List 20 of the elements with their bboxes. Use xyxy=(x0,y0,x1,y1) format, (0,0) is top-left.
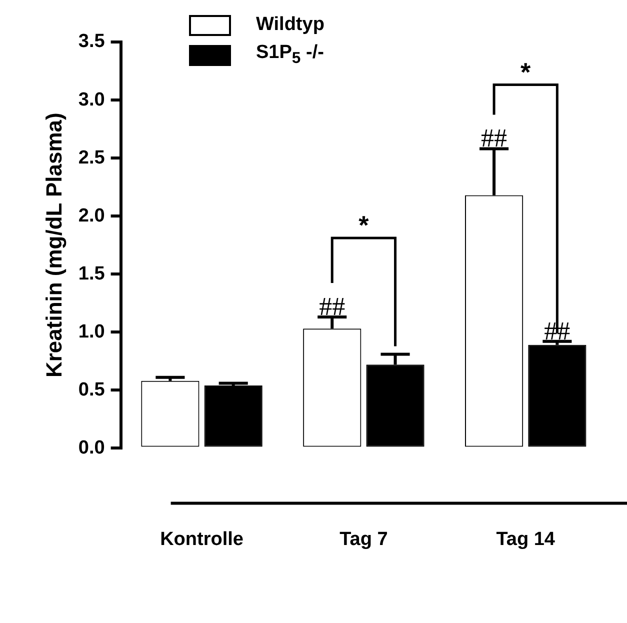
y-tick-label: 3.0 xyxy=(78,89,105,110)
legend-label: Wildtyp xyxy=(256,14,324,36)
annotation: * xyxy=(520,56,532,87)
bar xyxy=(204,386,262,447)
x-tick-label: Tag 7 xyxy=(340,528,388,550)
annotation: ## xyxy=(544,316,570,346)
x-tick-label: Tag 14 xyxy=(496,528,556,550)
y-tick-label: 0.5 xyxy=(78,379,106,400)
y-tick-label: 1.0 xyxy=(78,321,105,342)
annotation: * xyxy=(358,210,370,240)
annotation: ## xyxy=(481,124,508,153)
annotation: ## xyxy=(319,292,346,321)
y-tick-label: 2.0 xyxy=(78,205,105,226)
legend-label: S1P$_{5}$ -/- xyxy=(256,42,324,68)
y-tick-label: 3.5 xyxy=(78,31,106,52)
y-tick-label: 0.0 xyxy=(78,437,105,458)
x-tick-label: Kontrolle xyxy=(160,528,244,550)
y-tick-label: 2.5 xyxy=(78,147,106,168)
y-tick-label: 1.5 xyxy=(78,263,106,284)
y-axis-title: Kreatinin (mg/dL Plasma) xyxy=(41,112,66,378)
